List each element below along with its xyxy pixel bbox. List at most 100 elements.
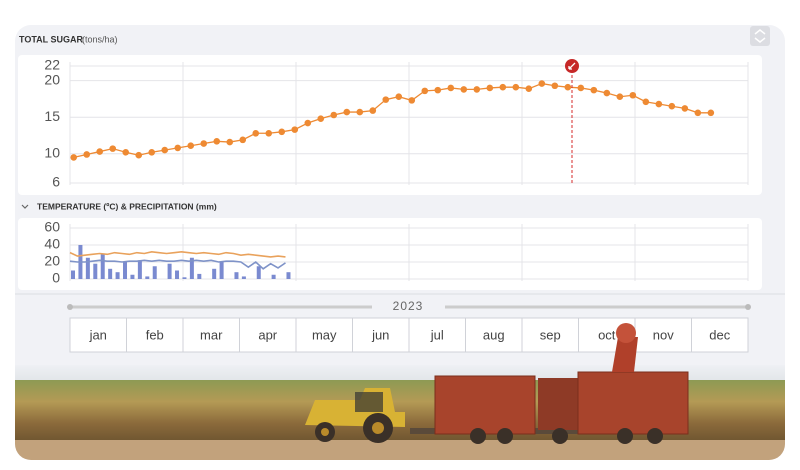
y-tick-label: 6 <box>52 174 60 190</box>
sugar-point <box>96 148 104 155</box>
month-label: aug <box>483 327 505 342</box>
sugar-unit: (tons/ha) <box>82 34 118 44</box>
month-label: jan <box>89 327 107 342</box>
y-tick-label: 40 <box>44 236 60 252</box>
sugar-title: TOTAL SUGAR <box>19 34 84 44</box>
sugar-point <box>239 136 247 144</box>
month-label: dec <box>709 327 730 342</box>
sugar-point <box>70 154 78 161</box>
precip-bar <box>85 257 90 279</box>
sugar-point <box>408 97 416 104</box>
sugar-point <box>655 100 663 108</box>
precip-bar <box>212 268 217 279</box>
sugar-point <box>629 91 637 99</box>
y-tick-label: 20 <box>44 71 60 87</box>
month-cell[interactable] <box>69 317 127 353</box>
month-cell[interactable] <box>408 317 466 353</box>
month-label: apr <box>258 327 277 342</box>
month-cell[interactable] <box>352 317 410 353</box>
sugar-point <box>291 126 299 133</box>
photo <box>15 323 785 460</box>
temp-panel <box>18 218 762 290</box>
sugar-point <box>421 87 429 95</box>
sugar-point <box>265 129 273 137</box>
sugar-point <box>616 93 624 101</box>
y-tick-label: 0 <box>52 270 60 286</box>
precip-bar <box>189 257 194 279</box>
temp-line <box>69 259 286 270</box>
month-label: mar <box>200 327 223 342</box>
month-cell[interactable] <box>126 317 184 353</box>
sugar-point <box>369 107 377 114</box>
sugar-point <box>317 115 325 122</box>
sugar-point <box>434 86 442 94</box>
sugar-point <box>577 84 585 92</box>
month-label: jul <box>430 327 444 342</box>
precip-bar <box>182 277 187 279</box>
sugar-point <box>304 119 312 127</box>
precip-bar <box>115 272 120 279</box>
sugar-point <box>564 83 572 91</box>
month-cell[interactable] <box>465 317 523 353</box>
y-tick-label: 15 <box>44 108 60 124</box>
sugar-point <box>694 109 702 117</box>
sugar-point <box>603 89 611 97</box>
precip-bar <box>137 260 142 279</box>
precip-bar <box>175 270 180 279</box>
precip-bar <box>234 272 239 279</box>
month-label: jun <box>371 327 389 342</box>
precip-bar <box>93 263 98 279</box>
sugar-point <box>252 129 260 137</box>
y-tick-label: 10 <box>44 144 60 160</box>
sugar-point <box>707 109 715 117</box>
sugar-panel <box>18 55 762 195</box>
sugar-point <box>135 151 143 159</box>
precip-bar <box>71 270 75 279</box>
sugar-point <box>226 138 234 146</box>
precip-bar <box>108 268 113 279</box>
year-slider[interactable] <box>67 304 751 310</box>
sugar-point <box>525 85 533 92</box>
precip-bar <box>167 263 172 279</box>
sugar-point <box>486 84 494 92</box>
sugar-point <box>187 142 195 150</box>
precip-bar <box>145 276 150 279</box>
month-label: sep <box>540 327 561 342</box>
sugar-point <box>590 86 598 94</box>
month-bar: jan feb mar apr may jun jul aug sep oct nov dec <box>69 317 749 353</box>
scroll-button[interactable] <box>750 26 770 46</box>
sugar-point <box>122 148 130 156</box>
sugar-point <box>278 128 286 136</box>
month-cell[interactable] <box>521 317 579 353</box>
sugar-point <box>681 105 689 112</box>
precip-bar <box>197 273 202 279</box>
year-label: 2023 <box>393 299 424 313</box>
sugar-point <box>109 145 117 152</box>
month-cell[interactable] <box>691 317 749 353</box>
marker-pin[interactable] <box>565 59 579 73</box>
precip-bar <box>130 274 135 279</box>
sugar-point <box>356 108 364 116</box>
month-cell[interactable] <box>295 317 353 353</box>
sugar-point <box>642 98 650 106</box>
sugar-point <box>395 93 403 101</box>
collapse-toggle[interactable] <box>21 204 29 209</box>
temp-line <box>69 250 286 258</box>
sugar-point <box>200 140 208 147</box>
month-label: may <box>312 327 337 342</box>
precip-bar <box>256 266 261 279</box>
sugar-point <box>213 138 221 145</box>
sugar-point <box>512 83 520 91</box>
precip-bar <box>241 276 246 279</box>
sugar-point <box>668 102 676 110</box>
sugar-point <box>343 108 351 116</box>
sugar-point <box>460 86 468 93</box>
precip-bar <box>123 262 128 279</box>
sugar-point <box>382 96 390 103</box>
precip-bar <box>271 274 276 279</box>
month-cell[interactable] <box>239 317 297 353</box>
sugar-point <box>161 146 169 154</box>
sugar-point <box>174 144 182 152</box>
sugar-point <box>447 84 455 92</box>
